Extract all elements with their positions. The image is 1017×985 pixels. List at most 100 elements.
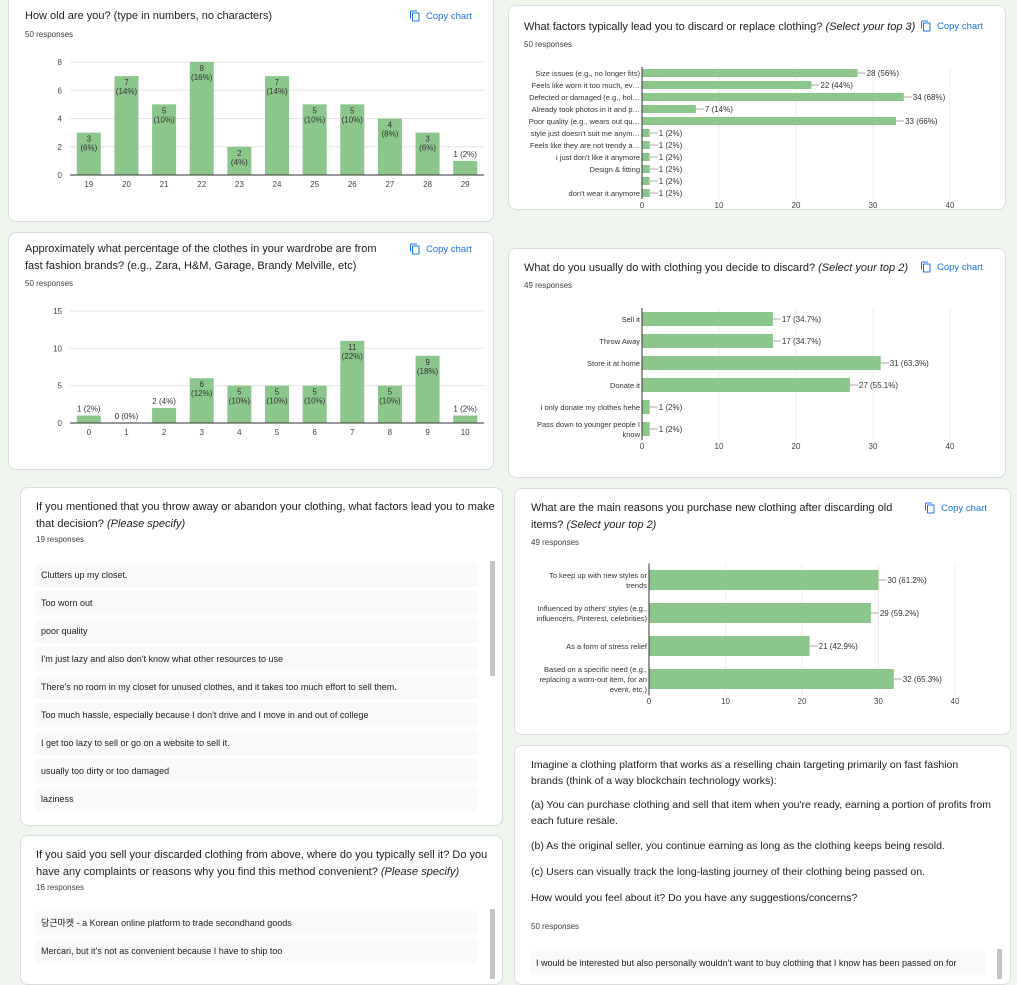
copy-icon <box>921 261 931 273</box>
y-category-label: i just don't like it anymore <box>556 153 640 162</box>
data-label: 29 (59.2%) <box>880 609 919 618</box>
copy-chart-button[interactable]: Copy chart <box>924 502 987 514</box>
question-text: What are the main reasons you purchase n… <box>531 502 893 531</box>
x-tick-label: 6 <box>312 428 317 437</box>
data-label: (18%) <box>417 367 439 376</box>
bar <box>642 189 650 197</box>
bar <box>642 312 773 326</box>
scrollbar[interactable] <box>997 949 1002 979</box>
data-label: 7 <box>124 78 129 87</box>
x-tick-label: 8 <box>388 428 393 437</box>
data-label: (12%) <box>191 389 213 398</box>
data-label: 5 <box>162 106 167 115</box>
x-tick-label: 0 <box>647 697 652 706</box>
x-tick-label: 29 <box>461 180 470 189</box>
data-label: (10%) <box>379 397 401 406</box>
x-tick-label: 40 <box>946 442 955 451</box>
y-category-label: Donate it <box>610 381 641 390</box>
y-tick-label: 10 <box>53 344 62 353</box>
response-list[interactable]: 당근마켓 - a Korean online platform to trade… <box>35 911 478 967</box>
copy-chart-label: Copy chart <box>937 261 983 273</box>
chart-age: 02468193(6%)207(14%)215(10%)228(16%)232(… <box>58 58 484 189</box>
copy-chart-button[interactable]: Copy chart <box>920 20 983 32</box>
copy-icon <box>410 243 420 255</box>
data-label: 17 (34.7%) <box>782 337 821 346</box>
card-platform <box>514 745 1011 985</box>
data-label: (4%) <box>231 158 248 167</box>
question-text: If you mentioned that you throw away or … <box>36 501 495 530</box>
y-category-label: don't wear it anymore <box>569 189 640 198</box>
bar <box>152 104 177 175</box>
response-list[interactable]: I would be interested but also personall… <box>530 951 986 979</box>
y-tick-label: 8 <box>58 58 63 67</box>
data-label: (6%) <box>80 144 97 153</box>
bar <box>453 160 478 175</box>
copy-chart-label: Copy chart <box>941 502 987 514</box>
x-tick-label: 1 <box>124 428 129 437</box>
response-item: There's no room in my closet for unused … <box>35 675 478 699</box>
y-tick-label: 15 <box>53 307 62 316</box>
data-label: 5 <box>312 106 317 115</box>
y-tick-label: 5 <box>58 382 63 391</box>
response-list[interactable]: Clutters up my closet. Too worn out poor q… <box>35 563 478 815</box>
x-tick-label: 25 <box>310 180 319 189</box>
bar <box>642 69 858 77</box>
data-label: (8%) <box>381 130 398 139</box>
question-title: What factors typically lead you to disca… <box>524 19 915 36</box>
bar <box>642 153 650 161</box>
y-tick-label: 0 <box>58 419 63 428</box>
y-category-label: Pass down to younger people I <box>537 420 640 429</box>
question-title: How old are you? (type in numbers, no ch… <box>25 10 273 22</box>
x-tick-label: 0 <box>640 201 645 210</box>
data-label: 34 (68%) <box>913 93 946 102</box>
card-age <box>8 0 494 222</box>
copy-icon <box>921 20 931 32</box>
data-label: 0 (0%) <box>115 412 139 421</box>
question-hint: (Select your top 2) <box>818 262 908 274</box>
bar <box>227 385 252 423</box>
response-item: I'm just lazy and also don't know what o… <box>35 647 478 671</box>
copy-chart-button[interactable]: Copy chart <box>409 10 472 22</box>
response-count: 19 responses <box>36 535 85 544</box>
x-tick-label: 7 <box>350 428 355 437</box>
copy-chart-button[interactable]: Copy chart <box>920 261 983 273</box>
scrollbar[interactable] <box>490 561 495 676</box>
copy-icon <box>410 10 420 22</box>
x-tick-label: 9 <box>425 428 430 437</box>
bar <box>152 408 177 423</box>
x-tick-label: 20 <box>792 201 801 210</box>
data-label: (10%) <box>266 397 288 406</box>
chart-discard-factors: 0 10 20 30 40 28 (56%) Size issues (e.g., no l… <box>529 67 955 210</box>
data-label: 1 (2%) <box>659 177 683 186</box>
question-title: Approximately what percentage of the clo… <box>25 243 377 272</box>
data-label: (10%) <box>304 115 326 124</box>
data-label: 1 (2%) <box>77 405 101 414</box>
x-tick-label: 0 <box>640 442 645 451</box>
x-tick-label: 20 <box>792 442 801 451</box>
x-tick-label: 30 <box>869 201 878 210</box>
data-label: 7 (14%) <box>705 105 733 114</box>
data-label: 5 <box>275 388 280 397</box>
platform-point-c: (c) Users can visually track the long-la… <box>531 866 925 878</box>
y-category-label: event, etc.) <box>610 685 648 694</box>
y-category-label: As a form of stress relief <box>566 642 648 651</box>
bar <box>642 334 773 348</box>
scrollbar[interactable] <box>490 909 495 979</box>
data-label: 2 (4%) <box>152 397 176 406</box>
data-label: 1 (2%) <box>659 425 683 434</box>
data-label: 1 (2%) <box>659 129 683 138</box>
x-tick-label: 4 <box>237 428 242 437</box>
bar <box>377 385 402 423</box>
bar <box>649 669 894 689</box>
y-category-label: Feels like they are not trendy a… <box>530 141 640 150</box>
copy-chart-button[interactable]: Copy chart <box>409 243 472 255</box>
data-label: 32 (65.3%) <box>903 675 942 684</box>
data-label: 4 <box>388 121 393 130</box>
response-item: 당근마켓 - a Korean online platform to trade… <box>35 911 478 935</box>
response-item: usually too dirty or too damaged <box>35 759 478 783</box>
x-tick-label: 0 <box>87 428 92 437</box>
bar <box>642 165 650 173</box>
bar <box>114 76 139 175</box>
y-category-label: Sell it <box>622 315 641 324</box>
x-tick-label: 20 <box>798 697 807 706</box>
